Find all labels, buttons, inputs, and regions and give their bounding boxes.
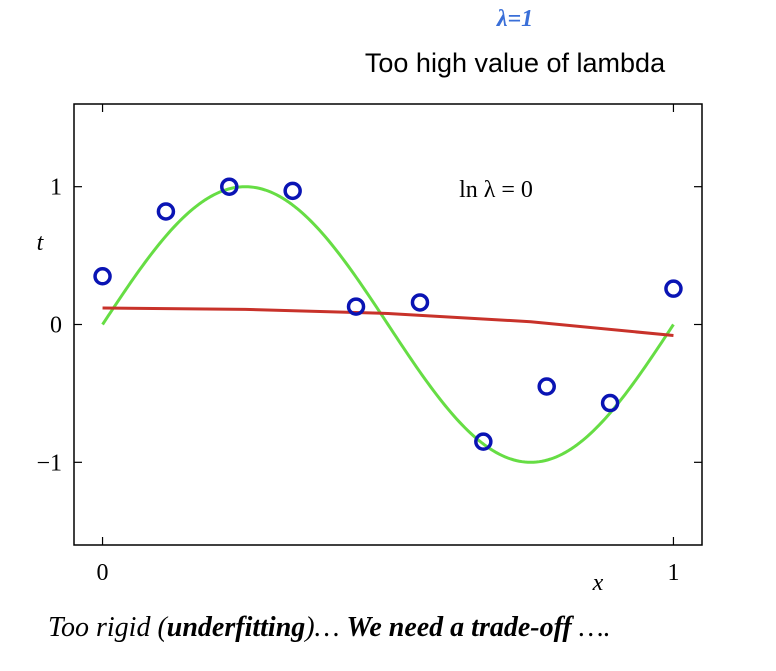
data-point bbox=[600, 393, 620, 413]
caption-tradeoff: We need a trade-off bbox=[346, 612, 572, 643]
axis-ticks bbox=[74, 104, 702, 545]
lambda-value-title: λ=1 bbox=[496, 6, 534, 32]
x-axis-label: x bbox=[592, 570, 604, 596]
caption-text-1: Too rigid ( bbox=[48, 612, 167, 643]
y-tick-label: 0 bbox=[50, 313, 62, 339]
data-points bbox=[93, 177, 683, 451]
data-point bbox=[156, 202, 176, 221]
caption-underfitting: underfitting bbox=[166, 612, 306, 643]
data-point bbox=[283, 181, 302, 201]
caption-text-3: …. bbox=[571, 612, 611, 643]
fit-curve-line bbox=[102, 306, 674, 338]
data-point bbox=[220, 177, 239, 196]
y-tick-label: 1 bbox=[50, 175, 62, 201]
x-tick-label: 1 bbox=[667, 560, 679, 586]
chart-annotation: ln λ = 0 bbox=[459, 177, 533, 203]
y-axis-label: t bbox=[37, 230, 45, 256]
data-point bbox=[410, 293, 430, 312]
caption: Too rigid (underfitting)… We need a trad… bbox=[48, 612, 611, 644]
x-tick-label: 0 bbox=[97, 560, 109, 586]
tick-labels: 0 1 −1 0 1 bbox=[36, 175, 679, 586]
data-point bbox=[537, 377, 556, 396]
data-point bbox=[664, 279, 683, 298]
data-point bbox=[474, 432, 493, 451]
y-tick-label: −1 bbox=[36, 450, 62, 476]
true-curve-line bbox=[101, 185, 675, 464]
subtitle: Too high value of lambda bbox=[364, 48, 666, 78]
data-point bbox=[346, 297, 366, 316]
regression-chart: 0 1 −1 0 1 ln λ = 0 x t bbox=[36, 103, 703, 596]
data-point bbox=[93, 267, 112, 286]
caption-text-2: )… bbox=[305, 612, 347, 643]
